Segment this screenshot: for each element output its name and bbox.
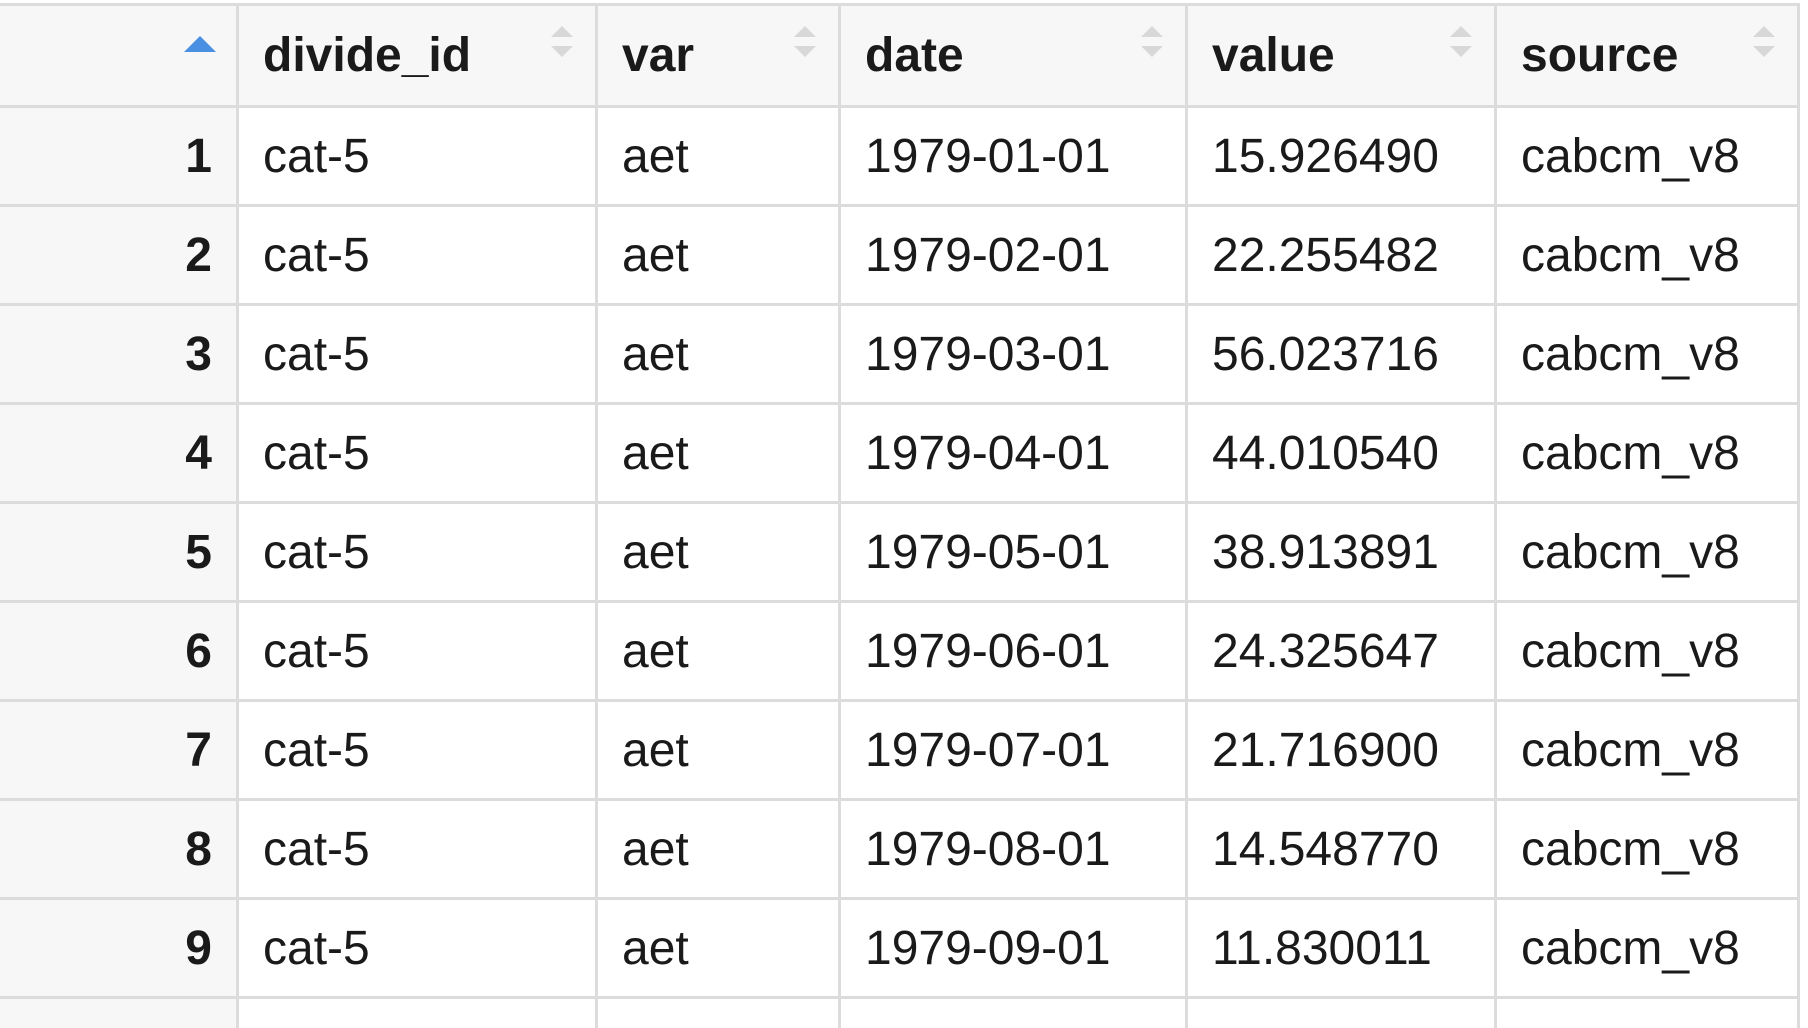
cell-value: 24.325647 xyxy=(1185,600,1497,702)
cell-divide-id: cat-5 xyxy=(236,699,598,801)
cell-divide-id xyxy=(236,996,598,1028)
cell-source xyxy=(1494,996,1800,1028)
column-header-date[interactable]: date xyxy=(838,3,1188,108)
sort-neutral-icon[interactable] xyxy=(1753,24,1775,64)
cell-value: 21.716900 xyxy=(1185,699,1497,801)
cell-source: cabcm_v8 xyxy=(1494,204,1800,306)
cell-divide-id: cat-5 xyxy=(236,204,598,306)
row-index: 5 xyxy=(0,501,239,603)
table-row: 5 cat-5 aet 1979-05-01 38.913891 cabcm_v… xyxy=(0,501,1800,603)
column-header-source[interactable]: source xyxy=(1494,3,1800,108)
row-index: 2 xyxy=(0,204,239,306)
cell-var: aet xyxy=(595,699,841,801)
header-row: divide_id var date value source xyxy=(0,3,1800,108)
data-table: divide_id var date value source xyxy=(0,3,1800,1028)
cell-source: cabcm_v8 xyxy=(1494,303,1800,405)
table-row: 7 cat-5 aet 1979-07-01 21.716900 cabcm_v… xyxy=(0,699,1800,801)
cell-var: aet xyxy=(595,402,841,504)
column-header-divide-id[interactable]: divide_id xyxy=(236,3,598,108)
column-header-label: var xyxy=(622,29,695,82)
cell-date: 1979-03-01 xyxy=(838,303,1188,405)
cell-date xyxy=(838,996,1188,1028)
row-index: 4 xyxy=(0,402,239,504)
cell-value: 14.548770 xyxy=(1185,798,1497,900)
cell-value: 15.926490 xyxy=(1185,105,1497,207)
cell-divide-id: cat-5 xyxy=(236,600,598,702)
cell-divide-id: cat-5 xyxy=(236,501,598,603)
sort-neutral-icon[interactable] xyxy=(551,24,573,64)
cell-value: 11.830011 xyxy=(1185,897,1497,999)
row-index-header[interactable] xyxy=(0,3,239,108)
column-header-value[interactable]: value xyxy=(1185,3,1497,108)
row-index xyxy=(0,996,239,1028)
cell-divide-id: cat-5 xyxy=(236,798,598,900)
cell-var: aet xyxy=(595,105,841,207)
table-row: 4 cat-5 aet 1979-04-01 44.010540 cabcm_v… xyxy=(0,402,1800,504)
table-row: 3 cat-5 aet 1979-03-01 56.023716 cabcm_v… xyxy=(0,303,1800,405)
cell-date: 1979-02-01 xyxy=(838,204,1188,306)
table-row: 1 cat-5 aet 1979-01-01 15.926490 cabcm_v… xyxy=(0,105,1800,207)
column-header-label: value xyxy=(1212,29,1335,82)
cell-value: 38.913891 xyxy=(1185,501,1497,603)
cell-var xyxy=(595,996,841,1028)
cell-value: 22.255482 xyxy=(1185,204,1497,306)
row-index: 8 xyxy=(0,798,239,900)
row-index: 1 xyxy=(0,105,239,207)
cell-divide-id: cat-5 xyxy=(236,105,598,207)
cell-date: 1979-09-01 xyxy=(838,897,1188,999)
cell-value: 56.023716 xyxy=(1185,303,1497,405)
sort-ascending-icon[interactable] xyxy=(184,36,216,52)
cell-source: cabcm_v8 xyxy=(1494,501,1800,603)
cell-var: aet xyxy=(595,798,841,900)
cell-date: 1979-05-01 xyxy=(838,501,1188,603)
cell-source: cabcm_v8 xyxy=(1494,105,1800,207)
table-row: 8 cat-5 aet 1979-08-01 14.548770 cabcm_v… xyxy=(0,798,1800,900)
row-index: 7 xyxy=(0,699,239,801)
column-header-label: divide_id xyxy=(263,29,472,82)
row-index: 3 xyxy=(0,303,239,405)
cell-divide-id: cat-5 xyxy=(236,897,598,999)
sort-neutral-icon[interactable] xyxy=(1141,24,1163,64)
sort-neutral-icon[interactable] xyxy=(794,24,816,64)
cell-var: aet xyxy=(595,204,841,306)
table-row: 9 cat-5 aet 1979-09-01 11.830011 cabcm_v… xyxy=(0,897,1800,999)
cell-var: aet xyxy=(595,897,841,999)
cell-source: cabcm_v8 xyxy=(1494,600,1800,702)
cell-date: 1979-04-01 xyxy=(838,402,1188,504)
sort-neutral-icon[interactable] xyxy=(1450,24,1472,64)
cell-value xyxy=(1185,996,1497,1028)
cell-date: 1979-06-01 xyxy=(838,600,1188,702)
cell-source: cabcm_v8 xyxy=(1494,699,1800,801)
table-row: 6 cat-5 aet 1979-06-01 24.325647 cabcm_v… xyxy=(0,600,1800,702)
column-header-label: date xyxy=(865,29,964,82)
table-row-partial xyxy=(0,996,1800,1028)
cell-divide-id: cat-5 xyxy=(236,303,598,405)
table-row: 2 cat-5 aet 1979-02-01 22.255482 cabcm_v… xyxy=(0,204,1800,306)
cell-date: 1979-08-01 xyxy=(838,798,1188,900)
cell-date: 1979-01-01 xyxy=(838,105,1188,207)
column-header-label: source xyxy=(1521,29,1679,82)
cell-source: cabcm_v8 xyxy=(1494,402,1800,504)
cell-value: 44.010540 xyxy=(1185,402,1497,504)
row-index: 6 xyxy=(0,600,239,702)
cell-source: cabcm_v8 xyxy=(1494,798,1800,900)
column-header-var[interactable]: var xyxy=(595,3,841,108)
cell-source: cabcm_v8 xyxy=(1494,897,1800,999)
cell-var: aet xyxy=(595,600,841,702)
cell-date: 1979-07-01 xyxy=(838,699,1188,801)
row-index: 9 xyxy=(0,897,239,999)
cell-var: aet xyxy=(595,303,841,405)
cell-var: aet xyxy=(595,501,841,603)
cell-divide-id: cat-5 xyxy=(236,402,598,504)
